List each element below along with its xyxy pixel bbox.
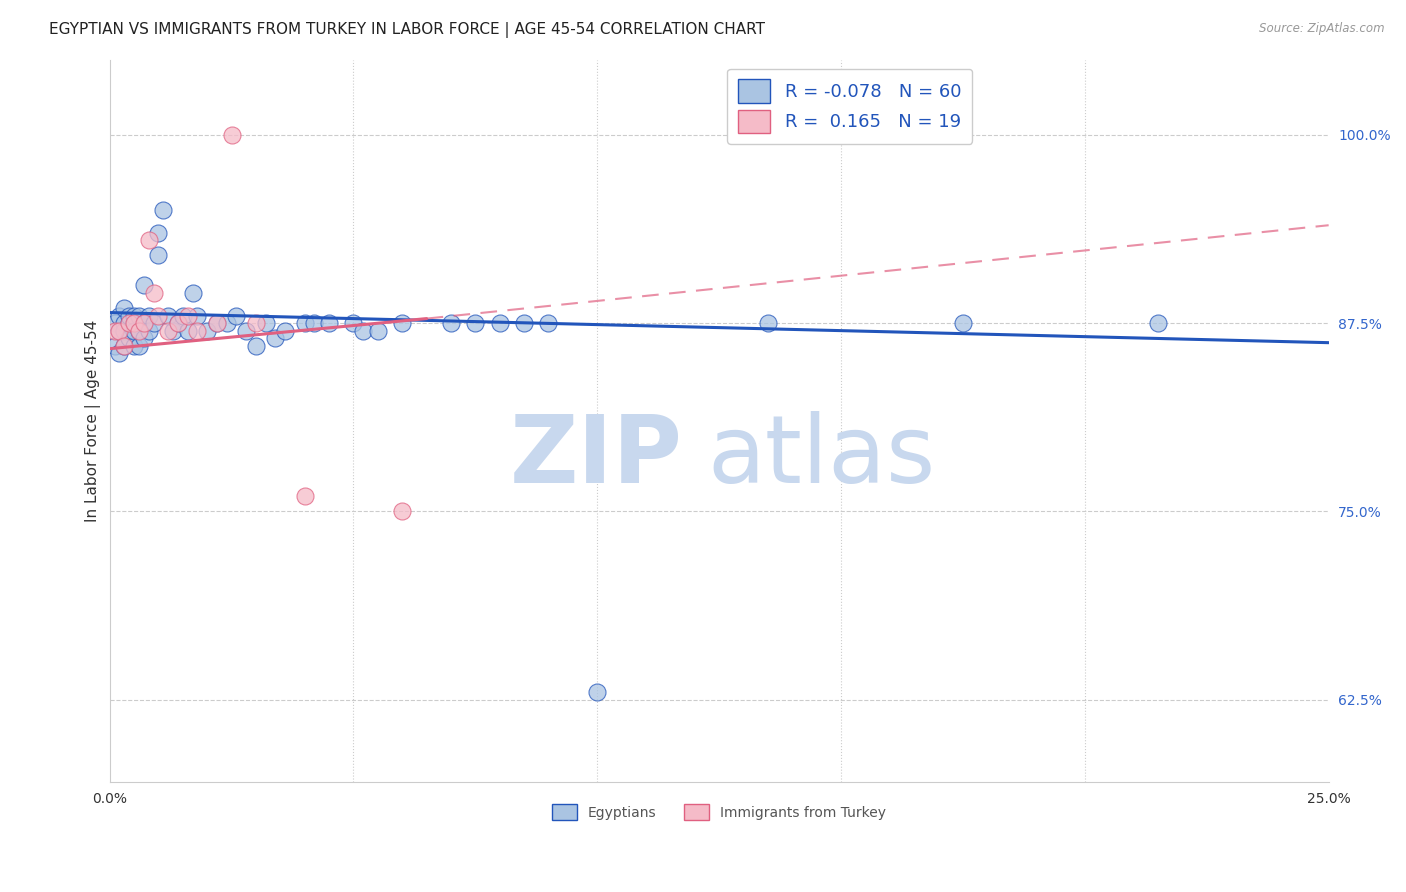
Point [952, 316, 974, 330]
Point [254, 316, 277, 330]
Point [342, 316, 364, 330]
Point [103, 316, 125, 330]
Point [112, 339, 135, 353]
Point [103, 339, 125, 353]
Text: atlas: atlas [707, 411, 935, 503]
Point [142, 316, 165, 330]
Point [138, 324, 160, 338]
Point [122, 316, 145, 330]
Point [537, 316, 560, 330]
Point [128, 309, 150, 323]
Point [167, 316, 190, 330]
Point [176, 324, 198, 338]
Point [103, 324, 125, 338]
Point [148, 226, 170, 240]
Point [112, 316, 135, 330]
Point [245, 339, 267, 353]
Point [122, 324, 145, 338]
Point [128, 339, 150, 353]
Point [132, 278, 155, 293]
Point [181, 285, 204, 300]
Point [367, 324, 389, 338]
Point [294, 489, 316, 503]
Point [108, 324, 131, 338]
Point [122, 339, 145, 353]
Point [304, 316, 326, 330]
Point [756, 316, 779, 330]
Point [318, 316, 340, 330]
Point [245, 316, 267, 330]
Point [186, 309, 208, 323]
Point [132, 316, 155, 330]
Point [464, 316, 486, 330]
Point [112, 301, 135, 315]
Point [108, 346, 131, 360]
Point [152, 203, 174, 218]
Point [162, 324, 184, 338]
Text: Source: ZipAtlas.com: Source: ZipAtlas.com [1260, 22, 1385, 36]
Point [132, 331, 155, 345]
Point [391, 316, 413, 330]
Point [274, 324, 297, 338]
Point [186, 324, 208, 338]
Point [138, 233, 160, 247]
Point [128, 324, 150, 338]
Point [391, 504, 413, 518]
Point [264, 331, 287, 345]
Point [215, 316, 238, 330]
Point [112, 339, 135, 353]
Point [586, 685, 609, 699]
Point [195, 324, 218, 338]
Point [294, 316, 316, 330]
Point [513, 316, 536, 330]
Point [205, 316, 228, 330]
Point [488, 316, 510, 330]
Point [440, 316, 463, 330]
Point [128, 324, 150, 338]
Legend: Egyptians, Immigrants from Turkey: Egyptians, Immigrants from Turkey [547, 799, 891, 826]
Point [172, 309, 194, 323]
Point [157, 324, 180, 338]
Point [108, 324, 131, 338]
Text: ZIP: ZIP [510, 411, 682, 503]
Point [148, 248, 170, 262]
Point [157, 309, 180, 323]
Point [118, 316, 141, 330]
Point [122, 309, 145, 323]
Point [118, 316, 141, 330]
Point [138, 309, 160, 323]
Point [205, 316, 228, 330]
Point [176, 309, 198, 323]
Point [108, 309, 131, 323]
Point [352, 324, 374, 338]
Point [1147, 316, 1170, 330]
Y-axis label: In Labor Force | Age 45-54: In Labor Force | Age 45-54 [86, 320, 101, 522]
Point [122, 316, 145, 330]
Point [112, 324, 135, 338]
Point [142, 285, 165, 300]
Point [132, 316, 155, 330]
Point [225, 309, 247, 323]
Text: EGYPTIAN VS IMMIGRANTS FROM TURKEY IN LABOR FORCE | AGE 45-54 CORRELATION CHART: EGYPTIAN VS IMMIGRANTS FROM TURKEY IN LA… [49, 22, 765, 38]
Point [118, 331, 141, 345]
Point [148, 309, 170, 323]
Point [221, 128, 243, 142]
Point [118, 309, 141, 323]
Point [235, 324, 257, 338]
Point [167, 316, 190, 330]
